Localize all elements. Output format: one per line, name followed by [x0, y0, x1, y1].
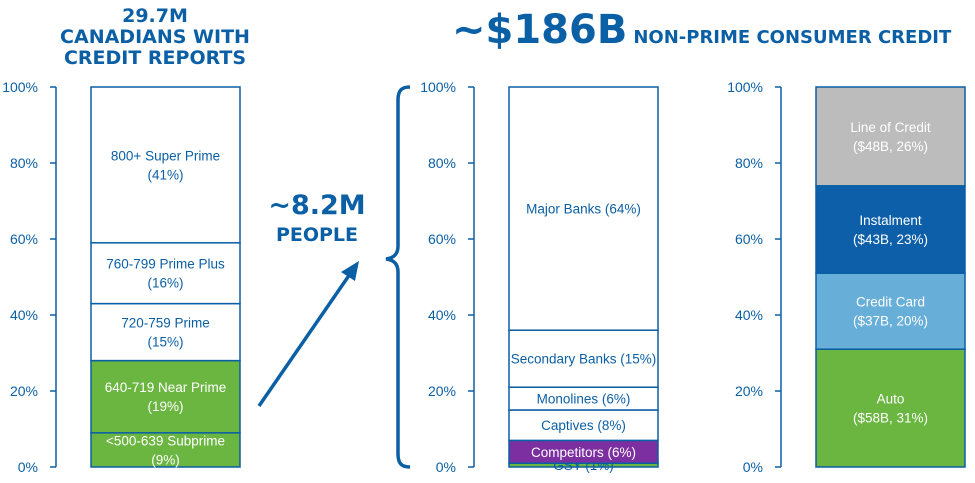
chart-1: 0% 20% 40% 60% 80% 100% <500-639 Subprime (9%) 6…	[2, 79, 241, 475]
segment-label: Major Banks (64%)	[526, 202, 641, 217]
y-tick-label: 100%	[2, 79, 38, 95]
bar-segment	[815, 272, 966, 350]
y-tick-label: 20%	[735, 383, 763, 399]
segment-label: <500-639 Subprime	[106, 433, 225, 448]
segment-label: 760-799 Prime Plus	[106, 257, 225, 272]
segment-label: Credit Card	[856, 295, 925, 310]
segment-label: ($48B, 26%)	[853, 139, 928, 154]
bar-segment	[508, 329, 659, 388]
y-tick-label: 60%	[428, 231, 456, 247]
bar-segment	[508, 409, 659, 442]
flow-arrow-line	[257, 273, 352, 407]
bar-segment	[90, 86, 241, 244]
flow-arrow	[257, 261, 359, 407]
bar-segment	[90, 432, 241, 468]
right-header: ~$186B NON-PRIME CONSUMER CREDIT	[452, 6, 951, 54]
segment-label: Competitors (6%)	[531, 445, 636, 460]
left-header-line3: CREDIT REPORTS	[63, 47, 247, 69]
flow-arrow-head	[341, 261, 359, 281]
y-tick-label: 100%	[727, 79, 763, 95]
segment-label: (16%)	[147, 276, 183, 291]
y-tick-label: 40%	[10, 307, 38, 323]
y-tick-label: 40%	[428, 307, 456, 323]
bar-segment	[815, 86, 966, 187]
segment-label: Monolines (6%)	[537, 392, 631, 407]
people-callout: ~8.2M PEOPLE	[262, 190, 372, 248]
y-tick-label: 0%	[436, 459, 456, 475]
bar-segment	[90, 242, 241, 305]
left-header-line2: CANADIANS WITH	[60, 26, 250, 48]
segment-label: (41%)	[147, 167, 183, 182]
total-credit-label: NON-PRIME CONSUMER CREDIT	[633, 27, 952, 48]
segment-label: ($58B, 31%)	[853, 411, 928, 426]
bar-segment	[815, 185, 966, 274]
segment-label: (9%)	[151, 452, 180, 467]
segment-label: Line of Credit	[850, 120, 931, 135]
segment-label: 720-759 Prime	[121, 316, 210, 331]
bracket-brace	[385, 85, 411, 469]
segment-label: Captives (8%)	[541, 418, 626, 433]
y-tick-label: 80%	[428, 155, 456, 171]
charts-layer: 0% 20% 40% 60% 80% 100% <500-639 Subprime (9%) 6…	[2, 79, 966, 475]
segment-label: ($37B, 20%)	[853, 314, 928, 329]
chart-3: 0% 20% 40% 60% 80% 100% Auto ($58B, 31%) Credit …	[727, 79, 966, 475]
segment-label: 800+ Super Prime	[111, 148, 220, 163]
y-tick-label: 40%	[735, 307, 763, 323]
segment-label: 640-719 Near Prime	[105, 380, 227, 395]
y-tick-label: 60%	[10, 231, 38, 247]
bar-segment	[90, 359, 241, 434]
y-tick-label: 0%	[743, 459, 763, 475]
y-tick-label: 80%	[10, 155, 38, 171]
segment-label: Instalment	[859, 213, 922, 228]
segment-label: (15%)	[147, 335, 183, 350]
y-tick-label: 20%	[428, 383, 456, 399]
left-header-line1: 29.7M	[122, 5, 188, 27]
segment-label: ($43B, 23%)	[853, 232, 928, 247]
y-tick-label: 20%	[10, 383, 38, 399]
y-tick-label: 0%	[18, 459, 38, 475]
people-label: PEOPLE	[275, 224, 359, 246]
left-header: 29.7M CANADIANS WITH CREDIT REPORTS	[40, 6, 270, 69]
chart-2: 0%20%40%60%80%100%GSY (1%)Competitors (6…	[420, 79, 659, 475]
y-tick-label: 80%	[735, 155, 763, 171]
bar-segment	[815, 348, 966, 468]
y-tick-label: 60%	[735, 231, 763, 247]
segment-label: (19%)	[147, 399, 183, 414]
total-credit-amount: ~$186B	[452, 7, 628, 53]
people-count: ~8.2M	[268, 190, 366, 221]
bar-segment	[508, 86, 659, 331]
bar-segment	[90, 302, 241, 362]
y-tick-label: 100%	[420, 79, 456, 95]
segment-label: Secondary Banks (15%)	[511, 352, 657, 367]
segment-label: Auto	[877, 392, 905, 407]
